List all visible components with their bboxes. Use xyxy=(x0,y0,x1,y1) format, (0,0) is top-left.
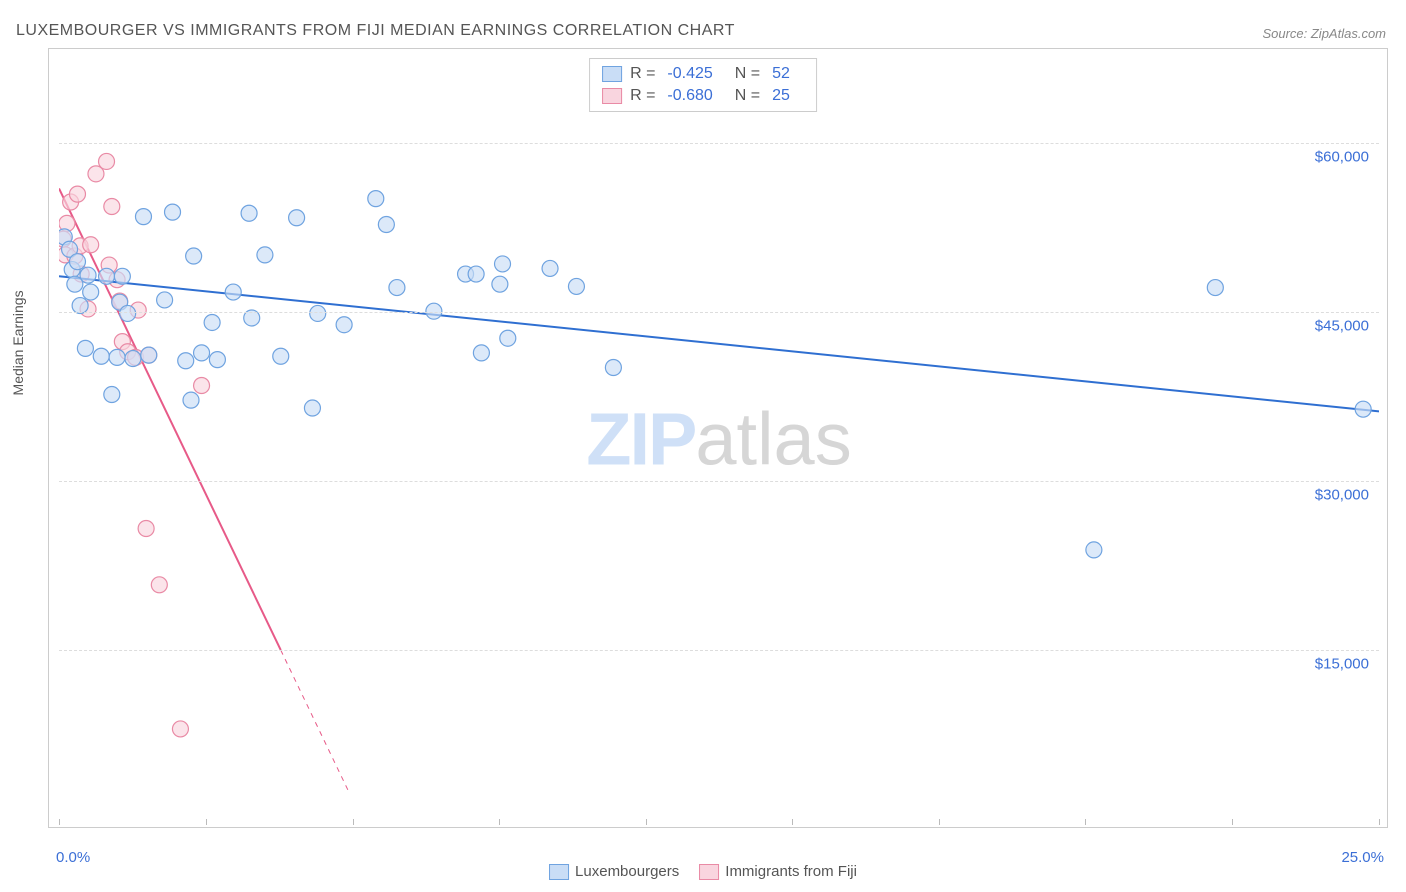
r-label: R = xyxy=(630,65,655,83)
series-legend-item: Immigrants from Fiji xyxy=(699,863,857,880)
x-min-label: 0.0% xyxy=(56,849,90,866)
correlation-legend-row: R = -0.425 N = 52 xyxy=(602,63,804,85)
x-tick xyxy=(1232,819,1233,825)
r-value: -0.680 xyxy=(667,87,712,105)
x-tick xyxy=(353,819,354,825)
n-value: 52 xyxy=(772,65,790,83)
x-tick xyxy=(59,819,60,825)
grid-line xyxy=(59,650,1379,651)
x-tick xyxy=(939,819,940,825)
y-tick-label: $30,000 xyxy=(1315,487,1369,504)
plot-area: ZIPatlas $15,000$30,000$45,000$60,000 xyxy=(59,59,1379,819)
r-value: -0.425 xyxy=(667,65,712,83)
n-value: 25 xyxy=(772,87,790,105)
x-tick xyxy=(1379,819,1380,825)
correlation-legend-row: R = -0.680 N = 25 xyxy=(602,85,804,107)
x-tick xyxy=(792,819,793,825)
y-tick-label: $45,000 xyxy=(1315,318,1369,335)
grid-line xyxy=(59,143,1379,144)
n-label: N = xyxy=(735,87,760,105)
x-tick xyxy=(206,819,207,825)
y-axis-title: Median Earnings xyxy=(10,290,26,395)
series-legend-item: Luxembourgers xyxy=(549,863,679,880)
series-legend: Luxembourgers Immigrants from Fiji xyxy=(549,863,857,880)
series-label: Luxembourgers xyxy=(575,863,679,880)
chart-title: LUXEMBOURGER VS IMMIGRANTS FROM FIJI MED… xyxy=(16,22,735,40)
scatter-svg xyxy=(59,59,1379,819)
y-tick-label: $60,000 xyxy=(1315,149,1369,166)
x-tick xyxy=(1085,819,1086,825)
swatch-luxembourgers xyxy=(549,864,569,880)
x-max-label: 25.0% xyxy=(1341,849,1384,866)
grid-line xyxy=(59,312,1379,313)
n-label: N = xyxy=(735,65,760,83)
r-label: R = xyxy=(630,87,655,105)
series-label: Immigrants from Fiji xyxy=(725,863,857,880)
plot-container: ZIPatlas $15,000$30,000$45,000$60,000 xyxy=(48,48,1388,828)
source-label: Source: ZipAtlas.com xyxy=(1262,26,1386,41)
x-tick xyxy=(646,819,647,825)
swatch-fiji xyxy=(699,864,719,880)
swatch-series-2 xyxy=(602,88,622,104)
x-tick xyxy=(499,819,500,825)
y-tick-label: $15,000 xyxy=(1315,656,1369,673)
swatch-series-1 xyxy=(602,66,622,82)
correlation-legend: R = -0.425 N = 52 R = -0.680 N = 25 xyxy=(589,58,817,112)
grid-line xyxy=(59,481,1379,482)
